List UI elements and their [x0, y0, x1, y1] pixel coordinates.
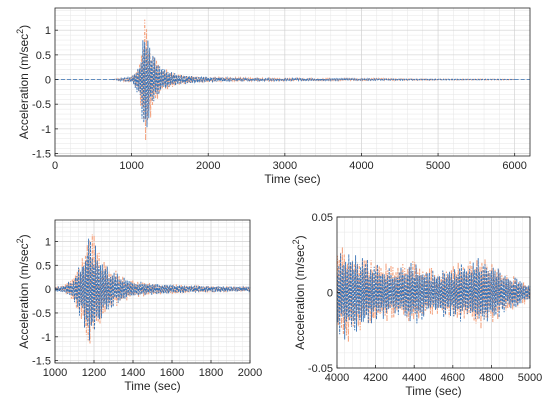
chart-panel-top: 0 1000 2000 3000 4000 5000 6000 1 0.5 0 -0.5 -1 -1.5… — [15, 7, 531, 186]
y-tick-label: -1 — [41, 332, 51, 344]
x-tick-label: 4000 — [349, 160, 373, 172]
x-tick-label: 1800 — [199, 367, 223, 379]
y-tick-label: 0 — [45, 75, 51, 87]
x-tick-label: 1200 — [82, 367, 106, 379]
series-trace-blue — [54, 238, 251, 341]
x-tick-label: 5000 — [518, 372, 542, 384]
chart-panel-bottom-right: 4000 4200 4400 4600 4800 5000 0.05 0 -0.05 Time (… — [291, 212, 542, 398]
x-tick-label: 1600 — [160, 367, 184, 379]
x-tick-label: 2000 — [238, 367, 262, 379]
x-axis-label: Time (sec) — [405, 384, 461, 398]
y-axis-label: Acceleration (m/sec2) — [15, 25, 31, 139]
x-tick-label: 4400 — [402, 372, 426, 384]
y-axis-label: Acceleration (m/sec2) — [15, 234, 31, 348]
x-tick-label: 1000 — [43, 367, 67, 379]
axes-frame — [54, 7, 531, 157]
y-tick-label: 1 — [45, 236, 51, 248]
series-trace-blue — [112, 40, 515, 128]
y-tick-label: -1 — [41, 124, 51, 136]
x-tick-label: 4800 — [479, 372, 503, 384]
x-tick-label: 1000 — [119, 160, 143, 172]
y-tick-label: 1 — [45, 25, 51, 37]
y-tick-label: -0.5 — [32, 308, 51, 320]
axes-frame — [54, 219, 251, 364]
x-tick-label: 4600 — [441, 372, 465, 384]
x-tick-label: 2000 — [196, 160, 220, 172]
y-tick-label: 0.05 — [312, 212, 333, 224]
x-tick-label: 5000 — [426, 160, 450, 172]
x-tick-label: 4200 — [363, 372, 387, 384]
y-tick-label: -1.5 — [32, 356, 51, 368]
x-tick-label: 6000 — [502, 160, 526, 172]
y-tick-label: -0.05 — [308, 363, 333, 375]
y-axis-label: Acceleration (m/sec2) — [291, 235, 307, 349]
y-tick-label: 0 — [327, 288, 333, 300]
x-tick-label: 1400 — [121, 367, 145, 379]
y-tick-label: 0.5 — [36, 50, 51, 62]
y-tick-label: -1.5 — [32, 149, 51, 161]
chart-panel-bottom-left: 1000 1200 1400 1600 1800 2000 1 0.5 0 -0.5 -1 -1.5 T… — [15, 219, 262, 393]
y-tick-label: 0 — [45, 284, 51, 296]
x-tick-label: 3000 — [273, 160, 297, 172]
y-tick-label: -0.5 — [32, 99, 51, 111]
x-tick-label: 4000 — [325, 372, 349, 384]
x-axis-label: Time (sec) — [124, 379, 180, 393]
series-trace-blue — [336, 253, 531, 340]
y-tick-label: 0.5 — [36, 260, 51, 272]
x-tick-label: 0 — [52, 160, 58, 172]
x-axis-label: Time (sec) — [264, 172, 320, 186]
